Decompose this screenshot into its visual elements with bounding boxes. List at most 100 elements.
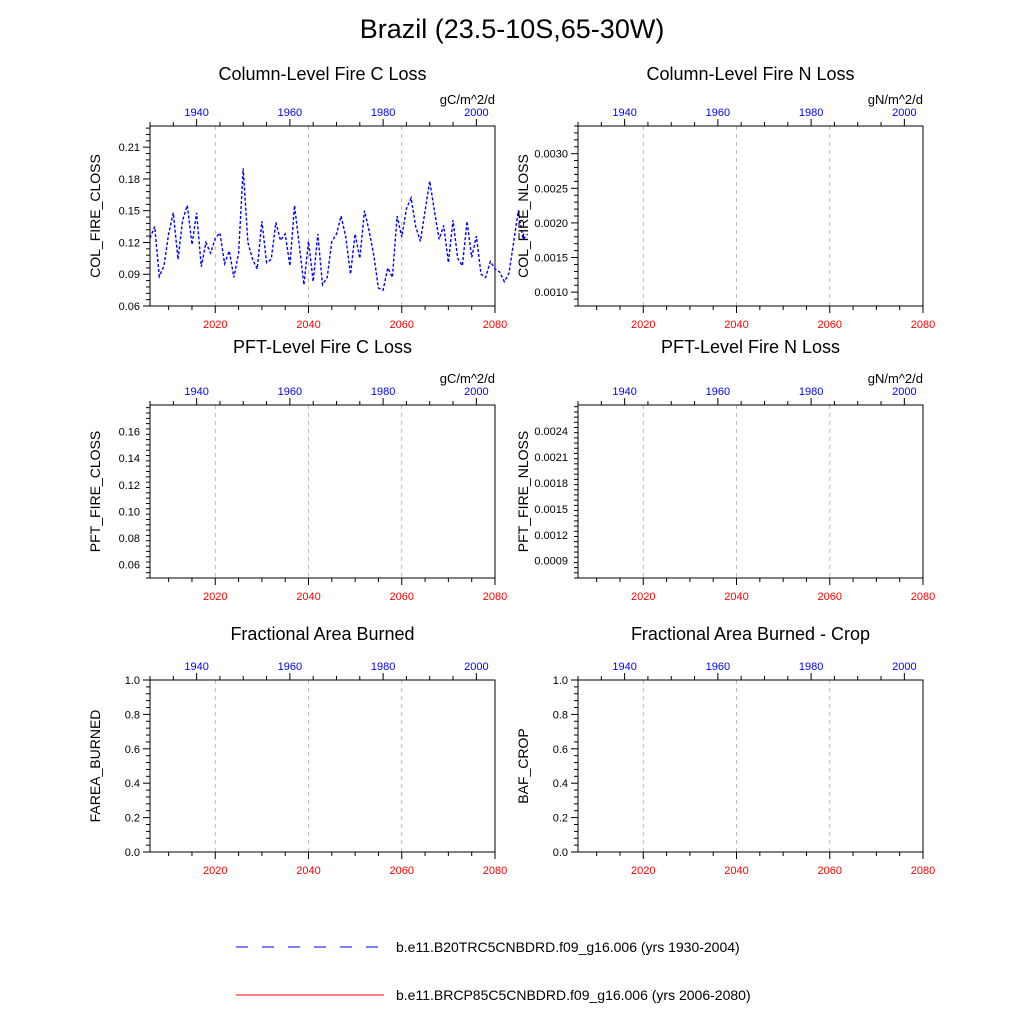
panel-2-frame — [577, 125, 924, 307]
panel-1-bottom-tick-label: 2060 — [390, 319, 414, 331]
panel-2-bottom-tick-label: 2020 — [631, 319, 655, 331]
panel-6-y-label: BAF_CROP — [515, 728, 531, 803]
panel-5-y-tick-label: 0.2 — [125, 813, 140, 825]
panel-2-bottom-tick-label: 2080 — [911, 319, 935, 331]
panel-1-y-tick-label: 0.06 — [119, 301, 140, 313]
panel-3-y-label: PFT_FIRE_CLOSS — [87, 431, 103, 552]
panel-2-y-tick-label: 0.0015 — [534, 253, 568, 265]
panel-3-top-tick-label: 1940 — [184, 386, 208, 398]
panel-2-title: Column-Level Fire N Loss — [646, 64, 854, 84]
panel-4-y-tick-label: 0.0024 — [534, 426, 568, 438]
panel-6-y-tick-label: 0.6 — [553, 744, 568, 756]
panel-4-units: gN/m^2/d — [868, 371, 923, 386]
panel-2-top-tick-label: 1980 — [799, 107, 823, 119]
panel-1-top-tick-label: 1980 — [371, 107, 395, 119]
panel-2-y-tick-label: 0.0010 — [534, 287, 568, 299]
panel-5-bottom-tick-label: 2040 — [296, 865, 320, 877]
panel-6-top-tick-label: 1940 — [612, 661, 636, 673]
panel-1-bottom-tick-label: 2020 — [203, 319, 227, 331]
panel-5-top-tick-label: 1940 — [184, 661, 208, 673]
panel-5-bottom-tick-label: 2060 — [390, 865, 414, 877]
panel-4-top-tick-label: 1960 — [706, 386, 730, 398]
panel-2-y-label: COL_FIRE_NLOSS — [515, 154, 531, 278]
panel-4-frame — [577, 404, 924, 579]
panel-1-top-tick-label: 1940 — [184, 107, 208, 119]
panel-6-bottom-tick-label: 2060 — [818, 865, 842, 877]
panel-3-y-tick-label: 0.12 — [119, 480, 140, 492]
panel-5-frame — [149, 679, 496, 853]
panel-6-y-tick-label: 0.0 — [553, 847, 568, 859]
panel-1-frame — [149, 125, 496, 307]
panel-6-y-tick-label: 0.8 — [553, 709, 568, 721]
panel-1-y-tick-label: 0.15 — [119, 206, 140, 218]
panel-3-y-tick-label: 0.10 — [119, 506, 140, 518]
panel-1-y-tick-label: 0.18 — [119, 174, 140, 186]
panel-4-title: PFT-Level Fire N Loss — [661, 337, 840, 357]
panel-1-y-tick-label: 0.09 — [119, 269, 140, 281]
panel-6-top-tick-label: 1960 — [706, 661, 730, 673]
panel-4-y-tick-label: 0.0009 — [534, 556, 568, 568]
panel-6-title: Fractional Area Burned - Crop — [631, 624, 870, 644]
panel-2-top-tick-label: 2000 — [892, 107, 916, 119]
panel-5-top-tick-label: 1960 — [278, 661, 302, 673]
panel-6-bottom-tick-label: 2080 — [911, 865, 935, 877]
panel-6-top-tick-label: 2000 — [892, 661, 916, 673]
panel-1-units: gC/m^2/d — [440, 92, 495, 107]
panel-1-bottom-tick-label: 2080 — [483, 319, 507, 331]
panel-1-title: Column-Level Fire C Loss — [218, 64, 426, 84]
figure-title: Brazil (23.5-10S,65-30W) — [359, 14, 665, 44]
panel-4-y-tick-label: 0.0012 — [534, 530, 568, 542]
panel-4-top-tick-label: 1980 — [799, 386, 823, 398]
panel-2-y-tick-label: 0.0025 — [534, 183, 568, 195]
panel-3-top-tick-label: 2000 — [464, 386, 488, 398]
panel-3-bottom-tick-label: 2020 — [203, 591, 227, 603]
panel-1-y-tick-label: 0.21 — [119, 142, 140, 154]
panel-3-y-tick-label: 0.16 — [119, 427, 140, 439]
panel-5-title: Fractional Area Burned — [230, 624, 414, 644]
panel-5-bottom-tick-label: 2020 — [203, 865, 227, 877]
panel-1-y-tick-label: 0.12 — [119, 237, 140, 249]
panel-6-y-tick-label: 1.0 — [553, 675, 568, 687]
panel-1-series-historical-line — [149, 168, 529, 292]
panel-2-top-tick-label: 1960 — [706, 107, 730, 119]
panel-2-top-tick-label: 1940 — [612, 107, 636, 119]
panel-6-bottom-tick-label: 2020 — [631, 865, 655, 877]
panel-1-y-label: COL_FIRE_CLOSS — [87, 154, 103, 278]
panel-6-bottom-tick-label: 2040 — [724, 865, 748, 877]
panel-5-y-label: FAREA_BURNED — [87, 710, 103, 823]
panel-3-units: gC/m^2/d — [440, 371, 495, 386]
panel-4-top-tick-label: 2000 — [892, 386, 916, 398]
panel-3-top-tick-label: 1960 — [278, 386, 302, 398]
panel-1-bottom-tick-label: 2040 — [296, 319, 320, 331]
panel-2-units: gN/m^2/d — [868, 92, 923, 107]
panel-3-y-tick-label: 0.14 — [119, 453, 140, 465]
panel-3-y-tick-label: 0.08 — [119, 533, 140, 545]
panel-2-y-tick-label: 0.0020 — [534, 218, 568, 230]
panel-6-frame — [577, 679, 924, 853]
panel-5-y-tick-label: 1.0 — [125, 675, 140, 687]
panel-3-title: PFT-Level Fire C Loss — [233, 337, 412, 357]
panel-2-bottom-tick-label: 2040 — [724, 319, 748, 331]
panel-4-top-tick-label: 1940 — [612, 386, 636, 398]
panel-2-y-tick-label: 0.0030 — [534, 149, 568, 161]
panel-6-top-tick-label: 1980 — [799, 661, 823, 673]
panel-3-bottom-tick-label: 2060 — [390, 591, 414, 603]
panel-5-bottom-tick-label: 2080 — [483, 865, 507, 877]
panel-6-y-tick-label: 0.4 — [553, 778, 568, 790]
panel-4-y-tick-label: 0.0018 — [534, 478, 568, 490]
panel-5-top-tick-label: 1980 — [371, 661, 395, 673]
panel-4-y-label: PFT_FIRE_NLOSS — [515, 431, 531, 552]
panel-3-bottom-tick-label: 2080 — [483, 591, 507, 603]
panel-4-y-tick-label: 0.0021 — [534, 452, 568, 464]
panel-6-y-tick-label: 0.2 — [553, 813, 568, 825]
panel-4-bottom-tick-label: 2080 — [911, 591, 935, 603]
panel-4-bottom-tick-label: 2060 — [818, 591, 842, 603]
panel-1-top-tick-label: 1960 — [278, 107, 302, 119]
panel-5-y-tick-label: 0.0 — [125, 847, 140, 859]
panel-5-y-tick-label: 0.6 — [125, 744, 140, 756]
panel-3-top-tick-label: 1980 — [371, 386, 395, 398]
panel-2-bottom-tick-label: 2060 — [818, 319, 842, 331]
panel-5-top-tick-label: 2000 — [464, 661, 488, 673]
panel-3-y-tick-label: 0.06 — [119, 560, 140, 572]
